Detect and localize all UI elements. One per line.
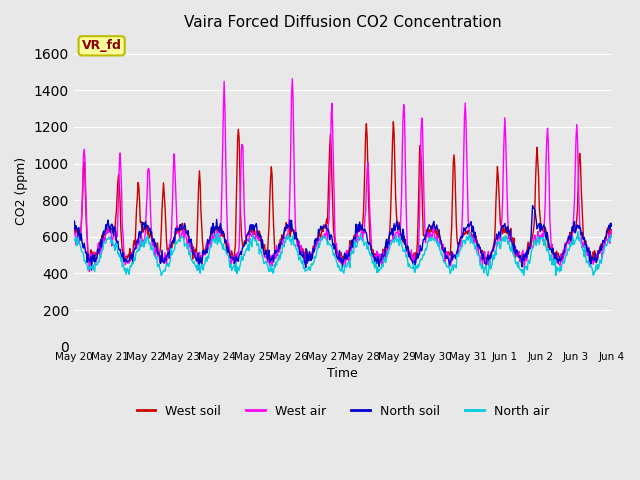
Text: VR_fd: VR_fd bbox=[82, 39, 122, 52]
Legend: West soil, West air, North soil, North air: West soil, West air, North soil, North a… bbox=[132, 400, 554, 423]
X-axis label: Time: Time bbox=[328, 367, 358, 380]
Y-axis label: CO2 (ppm): CO2 (ppm) bbox=[15, 157, 28, 225]
Title: Vaira Forced Diffusion CO2 Concentration: Vaira Forced Diffusion CO2 Concentration bbox=[184, 15, 502, 30]
